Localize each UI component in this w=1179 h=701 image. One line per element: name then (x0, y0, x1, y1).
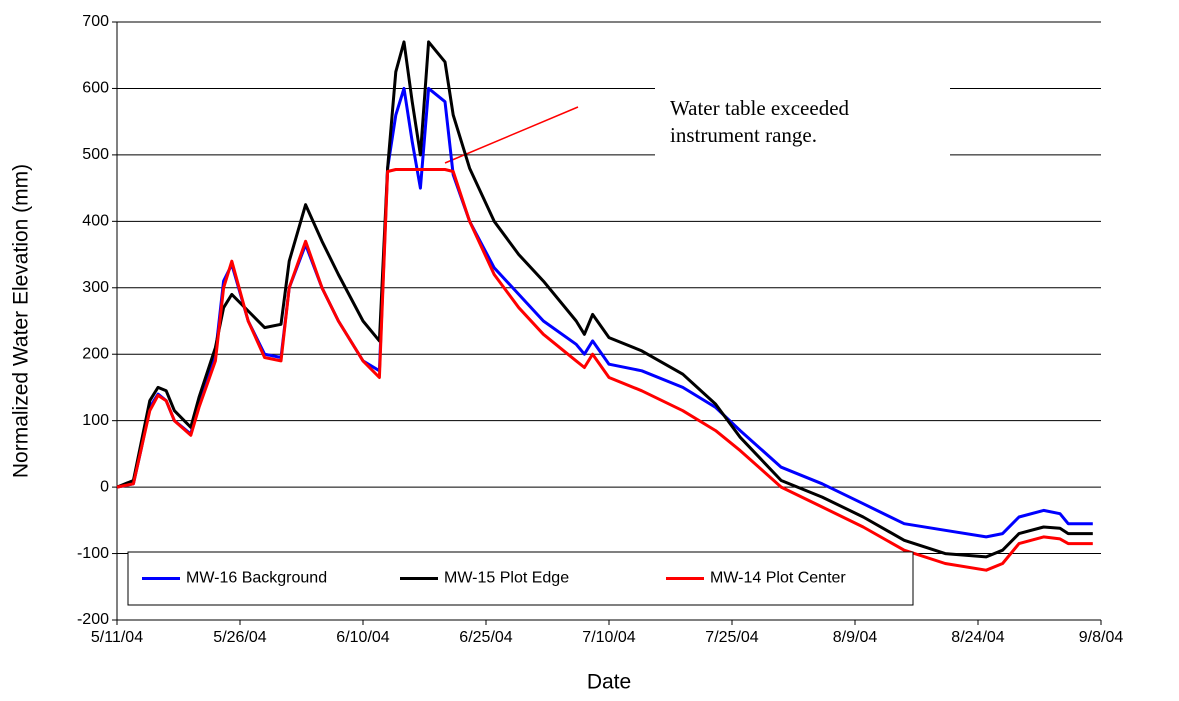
legend-label: MW-14 Plot Center (710, 570, 846, 587)
legend-label: MW-16 Background (186, 570, 327, 587)
y-tick-label: 200 (82, 345, 109, 362)
x-tick-label: 7/25/04 (705, 629, 758, 646)
series-line (116, 40, 1093, 559)
annotation: Water table exceeded (670, 96, 850, 120)
annotation: instrument range. (670, 123, 817, 147)
series-line (116, 168, 1093, 572)
y-tick-label: 300 (82, 279, 109, 296)
y-tick-label: 400 (82, 213, 109, 230)
x-tick-label: 7/10/04 (582, 629, 635, 646)
x-axis-label: Date (587, 671, 631, 694)
y-tick-label: 500 (82, 146, 109, 163)
legend-label: MW-15 Plot Edge (444, 570, 569, 587)
y-tick-label: 600 (82, 80, 109, 97)
y-tick-label: -200 (77, 611, 109, 628)
y-tick-label: 700 (82, 13, 109, 30)
x-tick-label: 8/9/04 (833, 629, 878, 646)
y-tick-label: -100 (77, 545, 109, 562)
x-tick-label: 9/8/04 (1079, 629, 1124, 646)
x-tick-label: 6/10/04 (336, 629, 389, 646)
legend-box (127, 551, 914, 606)
y-tick-label: 0 (100, 478, 109, 495)
annotation-box (655, 72, 950, 160)
y-tick-label: 100 (82, 412, 109, 429)
y-axis-label: Normalized Water Elevation (mm) (10, 164, 33, 478)
x-tick-label: 6/25/04 (459, 629, 512, 646)
x-tick-label: 5/11/04 (91, 629, 143, 646)
series-line (116, 86, 1093, 539)
annotation-leader (444, 106, 579, 164)
x-tick-label: 8/24/04 (951, 629, 1004, 646)
x-tick-label: 5/26/04 (213, 629, 266, 646)
